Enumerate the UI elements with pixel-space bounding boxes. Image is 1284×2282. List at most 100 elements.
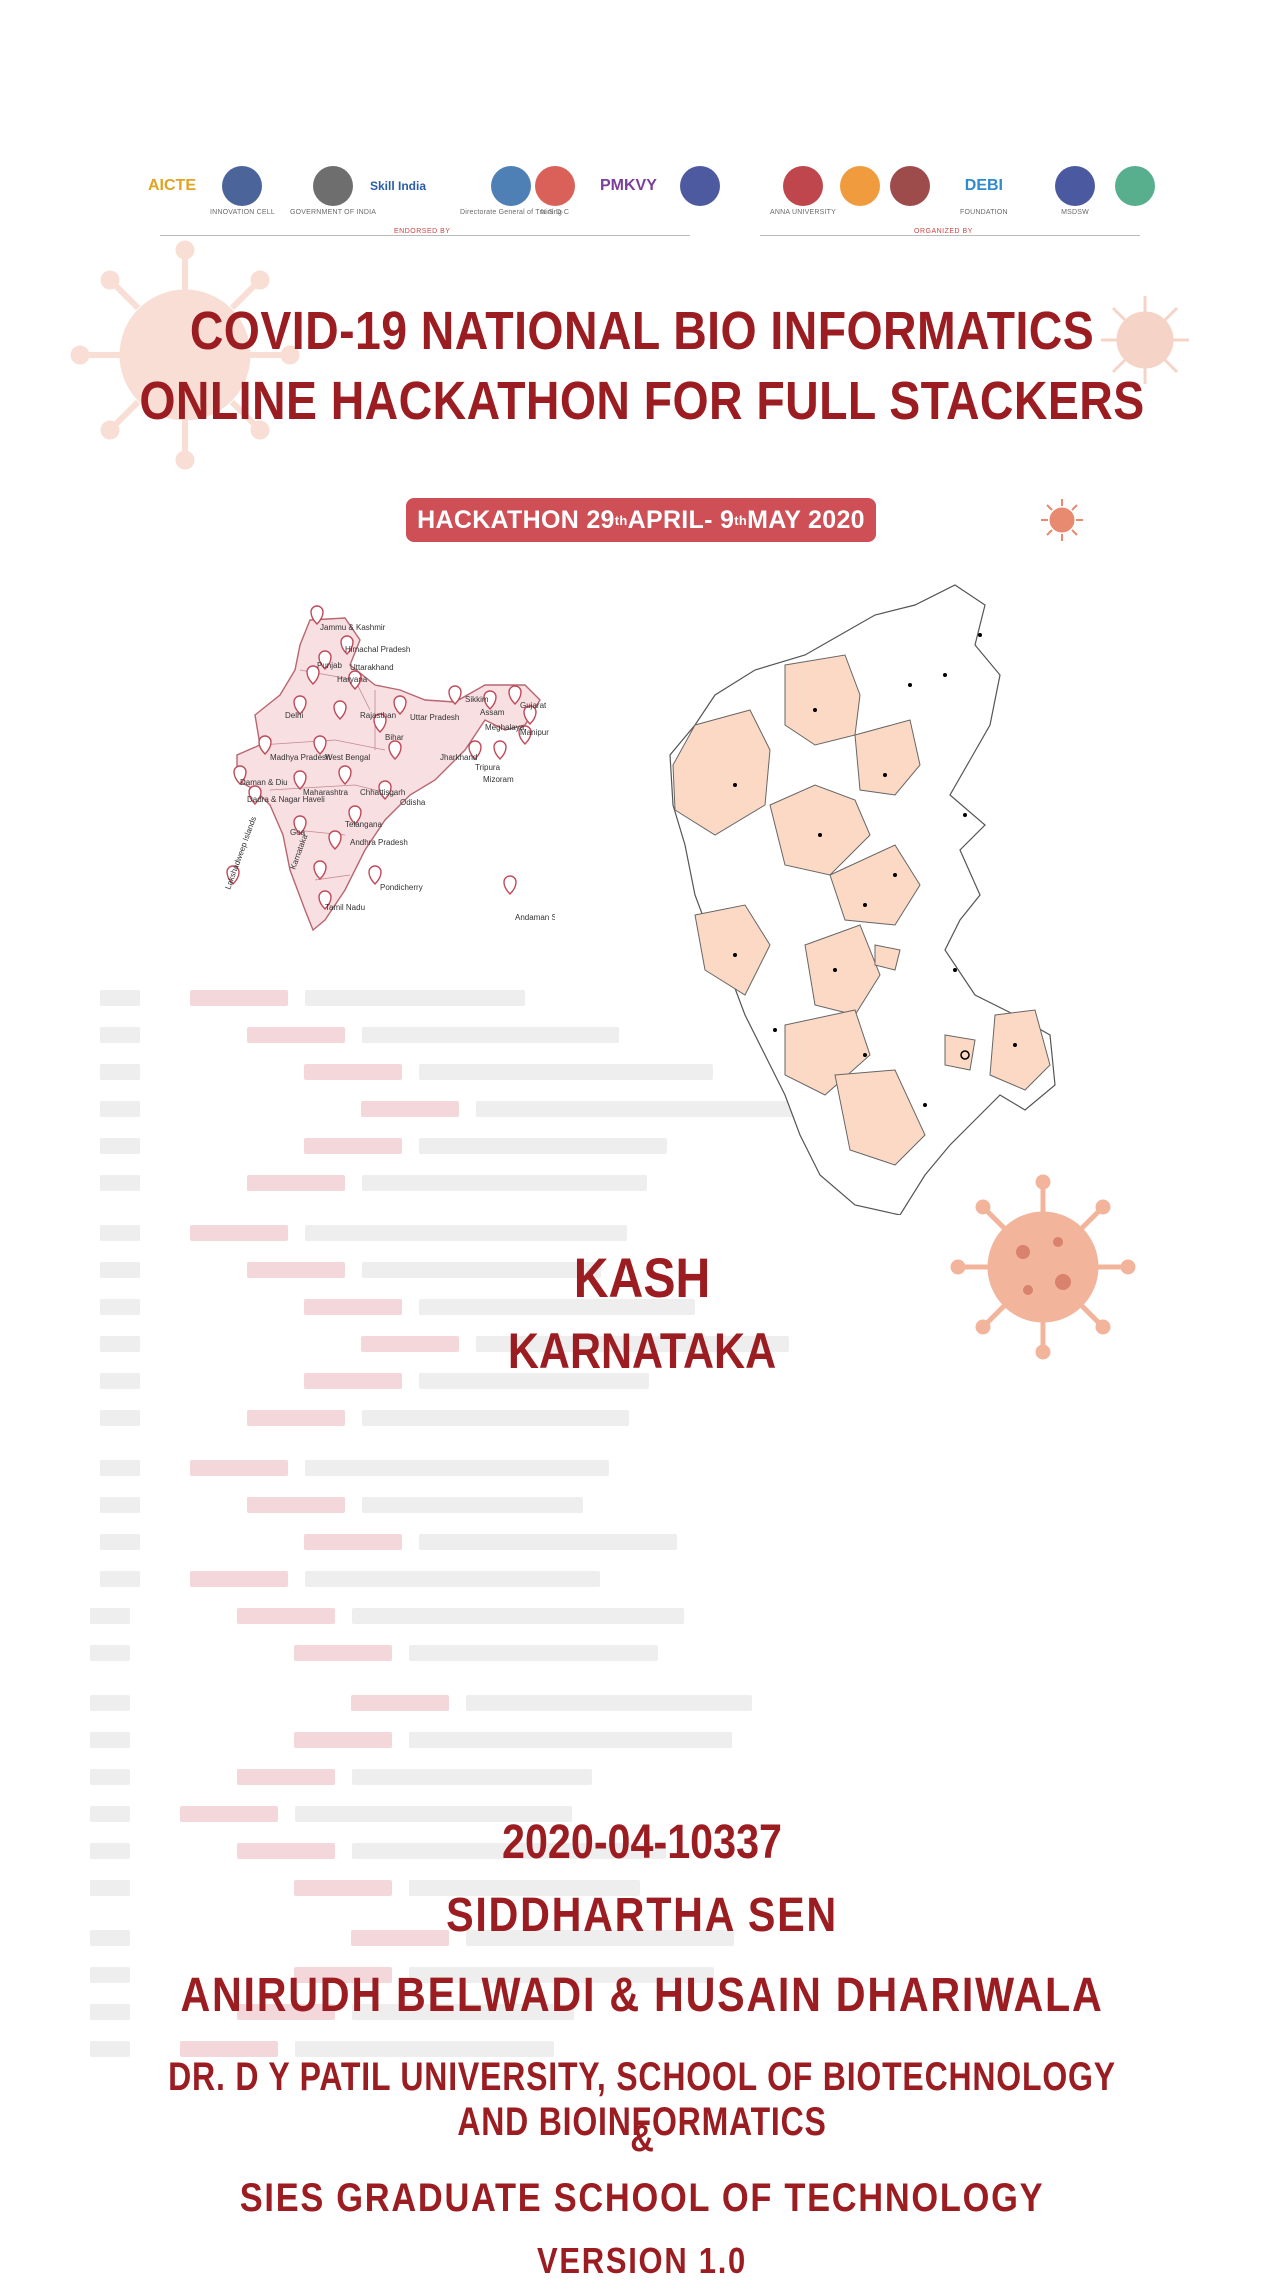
watermark-line-number (100, 1460, 140, 1476)
india-state-label: Manipur (520, 728, 549, 737)
aicte-logo: AICTE (148, 166, 196, 206)
watermark-code (419, 1299, 695, 1315)
org-logo-14-mark (1115, 166, 1155, 206)
innovation-cell-logo-mark (222, 166, 263, 206)
watermark-line-number (90, 1806, 130, 1822)
dgt-logo-mark (490, 166, 531, 206)
hackathon-title-line-2: ONLINE HACKATHON FOR FULL STACKERS (139, 371, 1145, 431)
watermark-code (419, 1138, 667, 1154)
map-pin-icon (293, 770, 307, 790)
india-state-label: Gujarat (520, 701, 547, 710)
india-state-label: Bihar (385, 733, 404, 742)
map-pin-icon (333, 700, 347, 720)
watermark-code (362, 1262, 601, 1278)
map-pin-icon (318, 650, 332, 670)
organized-by-label: ORGANIZED BY (910, 228, 977, 235)
watermark-code (352, 2004, 574, 2020)
state-name: KARNATAKA (507, 1323, 777, 1379)
aicte-logo-mark: AICTE (148, 177, 196, 194)
innovation-cell-logo-caption: INNOVATION CELL (210, 209, 275, 216)
virus-illustration-large (70, 240, 300, 470)
sponsor-logo-bar: AICTE INNOVATION CELL GOVERNMENT OF INDIA S… (140, 160, 1155, 250)
skill-india-logo: Skill India (370, 166, 426, 206)
india-state-label: Goa (290, 828, 306, 837)
author-name: SIDDHARTHA SEN (446, 1889, 838, 1942)
watermark-code (419, 1534, 677, 1550)
watermark-keyword (247, 1410, 345, 1426)
district-marker (833, 968, 837, 972)
india-state-label: Maharashtra (303, 788, 348, 797)
watermark-line-number (90, 1608, 130, 1624)
watermark-keyword (304, 1138, 402, 1154)
map-pin-icon (468, 740, 482, 760)
watermark-keyword (180, 1806, 278, 1822)
virus-illustration-tiny (1041, 499, 1083, 541)
watermark-keyword (294, 1732, 392, 1748)
map-pin-icon (313, 735, 327, 755)
anna-university-logo-mark (783, 166, 823, 206)
india-state-label: Dadra & Nagar Haveli (247, 795, 325, 804)
india-state-label: Telangana (345, 820, 382, 829)
watermark-code (295, 2041, 554, 2057)
watermark-keyword (190, 1460, 288, 1476)
watermark-line-number (100, 1497, 140, 1513)
district-marker (863, 1053, 867, 1057)
watermark-keyword (351, 1695, 449, 1711)
watermark-code (419, 1064, 713, 1080)
watermark-code (409, 1645, 658, 1661)
district-marker (883, 773, 887, 777)
mentor-names: ANIRUDH BELWADI & HUSAIN DHARIWALA (180, 1969, 1104, 2022)
watermark-keyword (294, 1880, 392, 1896)
watermark-code (305, 1571, 600, 1587)
map-pin-icon (448, 685, 462, 705)
anna-university-logo: ANNA UNIVERSITY (770, 166, 836, 216)
district-marker (733, 953, 737, 957)
org-logo-11 (890, 166, 930, 206)
map-pin-icon (338, 765, 352, 785)
map-pin-icon (373, 713, 387, 733)
watermark-keyword (351, 1930, 449, 1946)
india-state-label: Uttarakhand (350, 663, 394, 672)
msde-emblem-logo: GOVERNMENT OF INDIA (290, 166, 376, 216)
india-state-label: Sikkim (465, 695, 489, 704)
map-pin-icon (493, 740, 507, 760)
dgt-logo: Directorate General of Training (460, 166, 562, 216)
watermark-line-number (100, 1101, 140, 1117)
pmkvy-logo: PMKVY (600, 166, 657, 206)
anna-university-logo-caption: ANNA UNIVERSITY (770, 209, 837, 216)
org-logo-8 (680, 166, 720, 206)
map-pin-icon (310, 605, 324, 625)
district-marker (908, 683, 912, 687)
map-pin-icon (348, 670, 362, 690)
watermark-line-number (100, 1336, 140, 1352)
watermark-keyword (237, 2004, 335, 2020)
watermark-line-number (90, 1645, 130, 1661)
watermark-line-number (100, 1299, 140, 1315)
watermark-code (352, 1608, 684, 1624)
version-label: VERSION 1.0 (537, 2240, 747, 2281)
watermark-code (409, 1880, 640, 1896)
india-state-label: Uttar Pradesh (410, 713, 459, 722)
watermark-keyword (180, 2041, 278, 2057)
map-pin-icon (388, 740, 402, 760)
watermark-line-number (90, 1695, 130, 1711)
dgt-logo-caption: Directorate General of Training (460, 209, 562, 216)
map-pin-icon (226, 865, 240, 885)
org-logo-13-caption: MSDSW (1061, 209, 1089, 216)
watermark-line-number (100, 1534, 140, 1550)
watermark-keyword (304, 1064, 402, 1080)
district-marker (773, 1028, 777, 1032)
watermark-keyword (247, 1262, 345, 1278)
india-state-label: Delhi (285, 711, 303, 720)
watermark-keyword (294, 1967, 392, 1983)
india-state-label: Pondicherry (380, 883, 423, 892)
district-marker (863, 903, 867, 907)
district-marker (978, 633, 982, 637)
india-state-label: Mizoram (483, 775, 514, 784)
debi-logo-mark: DEBI (964, 177, 1003, 194)
watermark-code (466, 1930, 734, 1946)
watermark-line-number (100, 1027, 140, 1043)
msde-emblem-logo-caption: GOVERNMENT OF INDIA (290, 209, 377, 216)
innovation-cell-logo: INNOVATION CELL (210, 166, 275, 216)
